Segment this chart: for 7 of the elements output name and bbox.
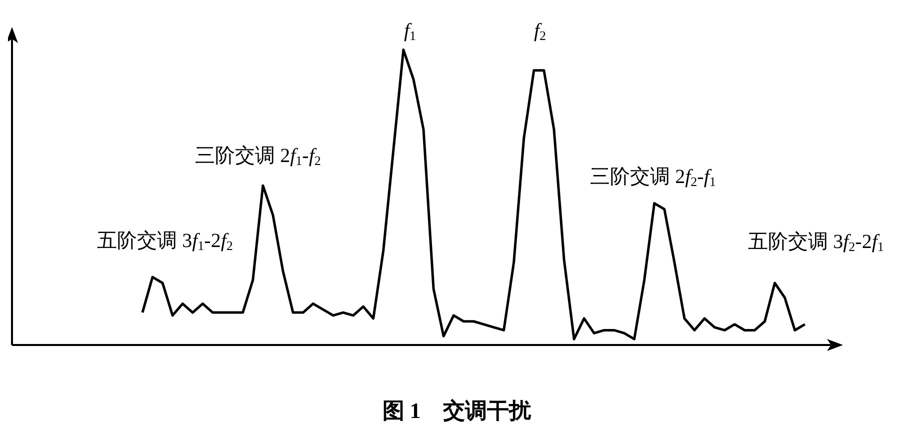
text: f$_{1}$	[404, 20, 416, 44]
text: 图 1 交调干扰	[381, 397, 532, 425]
text: f$_{2}$	[534, 20, 546, 44]
annotation: 三阶交调 2f$_{2}$-f$_{1}$	[590, 166, 716, 190]
annotation: 五阶交调 3f$_{1}$-2f$_{2}$	[97, 230, 233, 254]
annotation: 五阶交调 3f$_{2}$-2f$_{1}$	[748, 231, 884, 254]
annotation: 三阶交调 2f$_{1}$-f$_{2}$	[195, 145, 321, 168]
